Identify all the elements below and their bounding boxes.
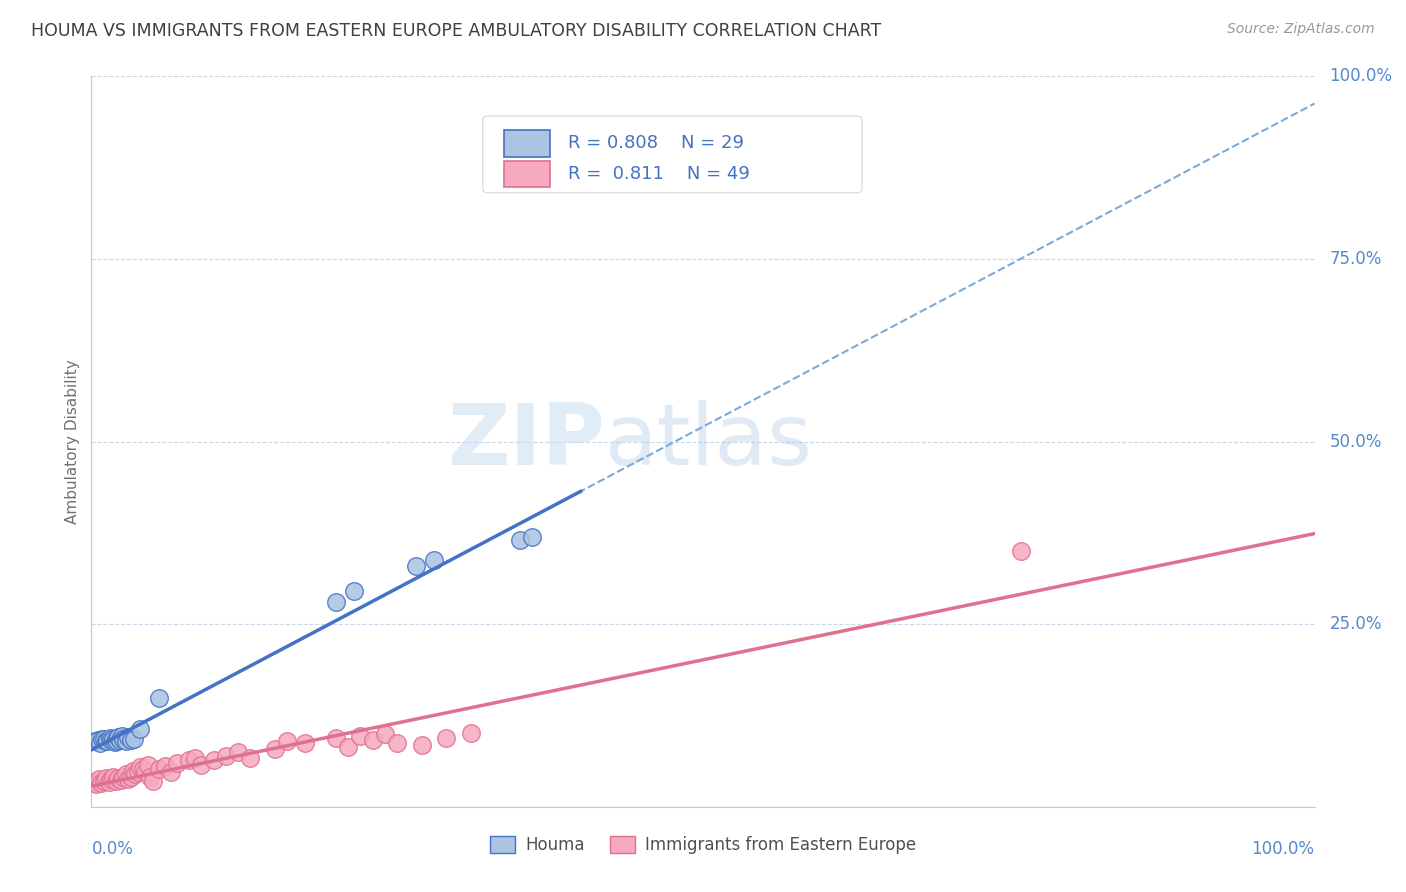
Point bbox=[87, 772, 110, 787]
Point bbox=[325, 595, 347, 609]
Point bbox=[166, 756, 188, 771]
Point bbox=[276, 734, 298, 748]
Point bbox=[104, 731, 127, 746]
Text: HOUMA VS IMMIGRANTS FROM EASTERN EUROPE AMBULATORY DISABILITY CORRELATION CHART: HOUMA VS IMMIGRANTS FROM EASTERN EUROPE … bbox=[31, 22, 882, 40]
Point bbox=[120, 733, 142, 747]
FancyBboxPatch shape bbox=[482, 116, 862, 193]
Point bbox=[90, 776, 112, 790]
Point bbox=[337, 740, 360, 755]
Point bbox=[100, 772, 122, 787]
FancyBboxPatch shape bbox=[503, 130, 550, 157]
Point bbox=[103, 770, 125, 784]
Point bbox=[132, 762, 155, 776]
Point bbox=[434, 731, 457, 745]
Point bbox=[423, 553, 446, 567]
Text: 50.0%: 50.0% bbox=[1329, 433, 1382, 450]
Point bbox=[111, 729, 134, 743]
Point bbox=[139, 770, 162, 784]
Point bbox=[294, 736, 316, 750]
Point bbox=[94, 771, 117, 785]
Text: 75.0%: 75.0% bbox=[1329, 250, 1382, 268]
Point bbox=[114, 767, 136, 781]
Point bbox=[385, 736, 409, 750]
Point bbox=[104, 773, 127, 788]
Point bbox=[361, 733, 384, 747]
Point bbox=[124, 767, 146, 781]
Point bbox=[141, 773, 163, 788]
Point bbox=[97, 775, 120, 789]
Point bbox=[325, 731, 347, 745]
Point bbox=[349, 729, 371, 743]
Point bbox=[343, 584, 366, 599]
Point bbox=[1010, 544, 1032, 558]
Point bbox=[89, 736, 111, 750]
Point bbox=[136, 757, 159, 772]
Point bbox=[117, 772, 139, 787]
Point bbox=[153, 759, 176, 773]
Point bbox=[215, 749, 238, 764]
Point bbox=[411, 738, 433, 752]
Point bbox=[107, 771, 129, 785]
Text: Source: ZipAtlas.com: Source: ZipAtlas.com bbox=[1227, 22, 1375, 37]
Point bbox=[148, 762, 170, 776]
Point bbox=[112, 770, 135, 784]
Point bbox=[94, 733, 117, 747]
Point bbox=[103, 732, 125, 747]
Point bbox=[100, 733, 122, 747]
Text: atlas: atlas bbox=[605, 400, 813, 483]
Point bbox=[104, 735, 127, 749]
Point bbox=[184, 750, 207, 764]
Point bbox=[108, 733, 131, 747]
Point bbox=[86, 733, 108, 747]
Point bbox=[84, 777, 107, 791]
Point bbox=[98, 731, 121, 745]
Point bbox=[93, 731, 115, 746]
Point bbox=[91, 732, 114, 747]
Point bbox=[129, 760, 152, 774]
Point bbox=[117, 730, 139, 744]
Point bbox=[148, 690, 170, 705]
Point bbox=[83, 774, 105, 789]
Point bbox=[96, 734, 118, 748]
Point bbox=[105, 733, 128, 747]
Point bbox=[374, 727, 396, 741]
Point bbox=[405, 558, 427, 573]
Point bbox=[264, 741, 287, 756]
Point bbox=[93, 773, 115, 788]
Text: R = 0.808    N = 29: R = 0.808 N = 29 bbox=[568, 135, 744, 153]
FancyBboxPatch shape bbox=[503, 161, 550, 187]
Point bbox=[114, 734, 136, 748]
Point bbox=[122, 764, 145, 778]
Point bbox=[190, 757, 212, 772]
Point bbox=[110, 773, 132, 788]
Text: 100.0%: 100.0% bbox=[1251, 840, 1315, 858]
Point bbox=[520, 530, 543, 544]
Point bbox=[202, 753, 225, 767]
Point bbox=[127, 765, 149, 780]
Text: 100.0%: 100.0% bbox=[1329, 67, 1392, 85]
Text: 0.0%: 0.0% bbox=[91, 840, 134, 858]
Point bbox=[122, 732, 145, 747]
Point bbox=[160, 765, 183, 780]
Point bbox=[460, 725, 482, 739]
Point bbox=[112, 731, 135, 746]
Y-axis label: Ambulatory Disability: Ambulatory Disability bbox=[65, 359, 80, 524]
Point bbox=[134, 765, 156, 780]
Point bbox=[226, 746, 249, 760]
Text: ZIP: ZIP bbox=[447, 400, 605, 483]
Point bbox=[179, 754, 201, 768]
Point bbox=[84, 734, 107, 748]
Legend: Houma, Immigrants from Eastern Europe: Houma, Immigrants from Eastern Europe bbox=[484, 830, 922, 861]
Text: 25.0%: 25.0% bbox=[1329, 615, 1382, 633]
Point bbox=[107, 730, 129, 744]
Point bbox=[120, 770, 142, 784]
Point bbox=[239, 750, 262, 764]
Text: R =  0.811    N = 49: R = 0.811 N = 49 bbox=[568, 165, 751, 183]
Point bbox=[509, 533, 531, 548]
Point bbox=[129, 722, 152, 736]
